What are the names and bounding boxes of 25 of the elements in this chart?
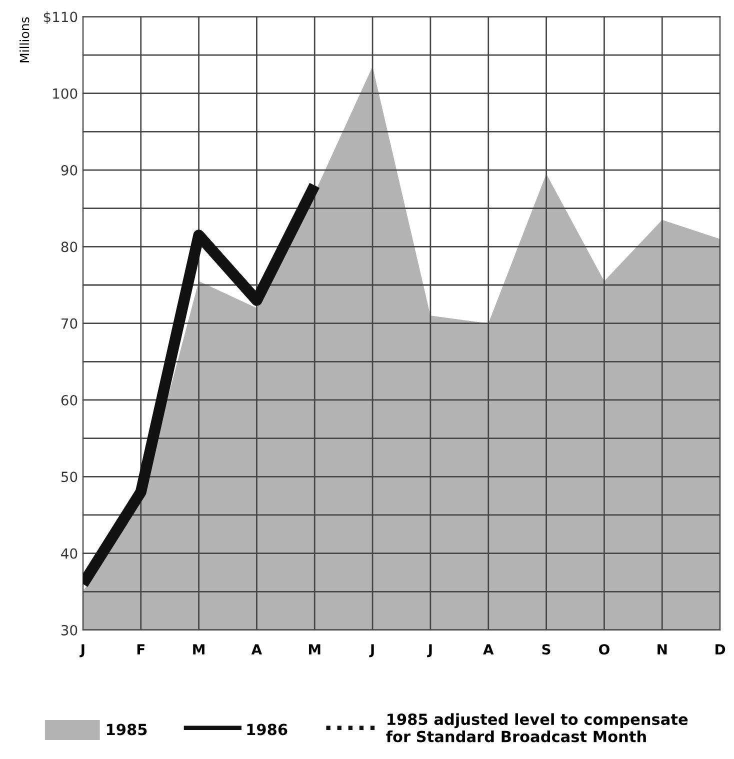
x-tick-label: O (599, 644, 610, 655)
x-tick-label: S (542, 644, 550, 655)
y-tick-label: 70 (62, 318, 78, 329)
legend-label: 1985 (106, 724, 147, 736)
y-tick-label: 40 (61, 548, 78, 559)
x-tick-label: J (427, 644, 432, 658)
y-tick-label: 60 (61, 394, 78, 406)
y-tick-label: 80 (61, 242, 78, 252)
y-tick-label: $110 (44, 11, 78, 24)
y-tick-label: 30 (61, 624, 78, 636)
x-tick-label: A (251, 644, 262, 654)
x-tick-label: F (137, 644, 144, 654)
legend-label: 1986 (247, 724, 288, 736)
y-axis-title: Millions (20, 17, 30, 62)
y-tick-label: 90 (61, 164, 78, 176)
x-tick-label: J (80, 644, 84, 658)
x-tick-label: M (193, 644, 204, 654)
x-tick-label: M (308, 644, 320, 654)
legend-label: 1985 adjusted level to compensate for Standard Broadcast Month (386, 713, 688, 742)
x-tick-label: A (483, 644, 494, 654)
y-tick-label: 100 (53, 88, 78, 99)
x-tick-label: J (369, 644, 374, 658)
x-tick-label: N (658, 644, 667, 654)
y-tick-label: 50 (61, 472, 78, 482)
x-tick-label: D (716, 644, 726, 654)
